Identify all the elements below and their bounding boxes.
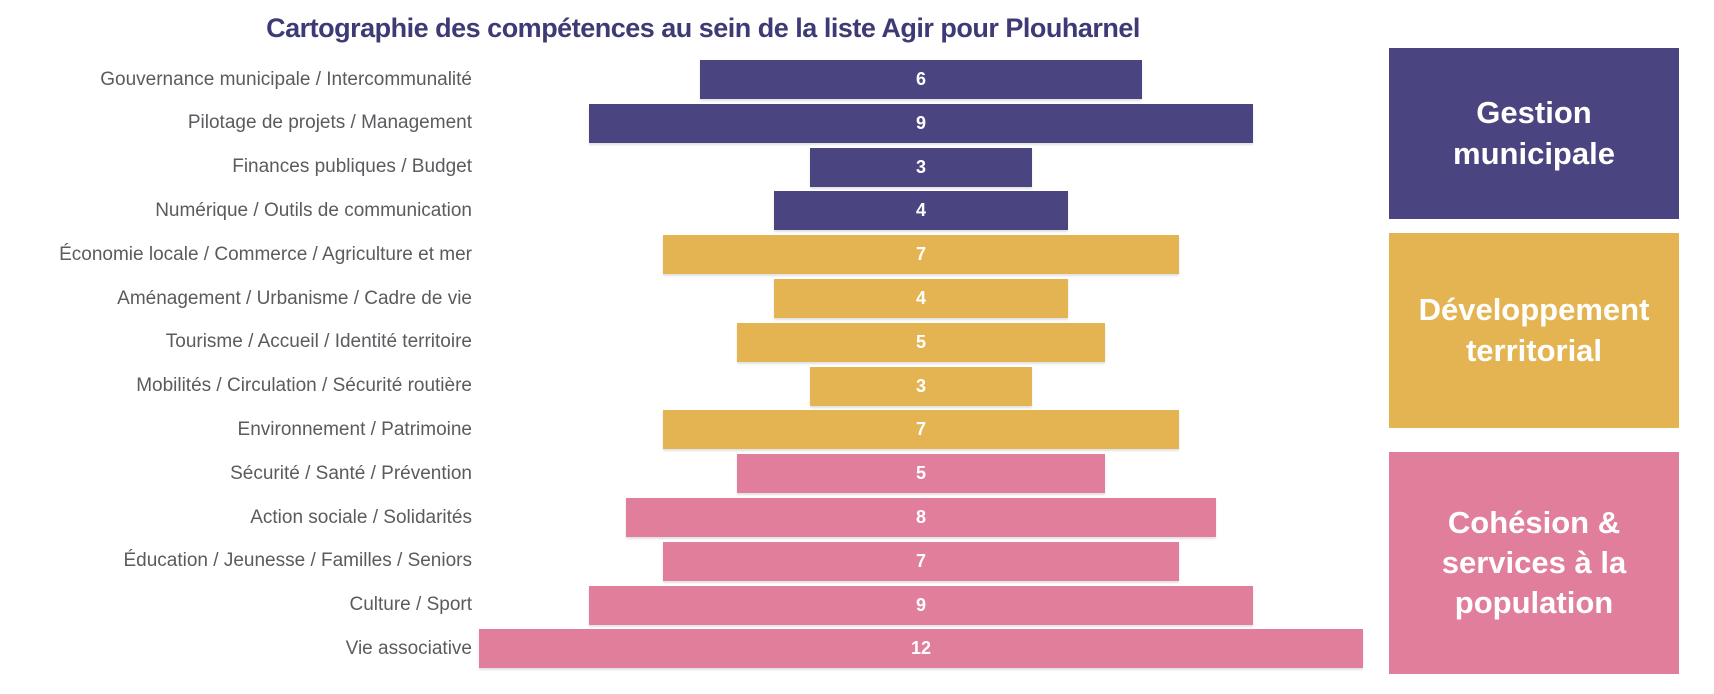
bar-value-label: 9 (915, 112, 926, 133)
bar: 12 (478, 629, 1364, 669)
category-label: Numérique / Outils de communication (155, 199, 472, 221)
bar: 7 (663, 541, 1179, 581)
chart-title: Cartographie des compétences au sein de … (266, 13, 1140, 43)
category-label: Tourisme / Accueil / Identité territoire (165, 331, 472, 353)
chart-row: Gouvernance municipale / Intercommunalit… (0, 60, 1714, 99)
bar: 9 (589, 103, 1253, 143)
bar: 4 (773, 279, 1069, 318)
bar: 7 (663, 410, 1179, 450)
bar: 9 (589, 585, 1253, 625)
category-label: Économie locale / Commerce / Agriculture… (59, 243, 472, 265)
chart-row: Éducation / Jeunesse / Familles / Senior… (0, 541, 1714, 581)
chart-row: Économie locale / Commerce / Agriculture… (0, 235, 1714, 275)
bar-value-label: 7 (915, 419, 926, 440)
category-label: Vie associative (345, 637, 472, 659)
bar: 4 (773, 191, 1069, 231)
legend-block: Cohésion & services à la population (1389, 452, 1679, 674)
category-label: Éducation / Jeunesse / Familles / Senior… (123, 550, 472, 572)
legend-block-label: Développement territorial (1418, 292, 1650, 368)
chart-row: Finances publiques / Budget 3 (0, 147, 1714, 187)
bar: 5 (736, 322, 1106, 362)
chart-row: Sécurité / Santé / Prévention 5 (0, 454, 1714, 494)
legend-block: Développement territorial (1389, 233, 1679, 428)
chart-row: Mobilités / Circulation / Sécurité routi… (0, 366, 1714, 406)
bar-value-label: 3 (915, 375, 926, 396)
bar-value-label: 5 (915, 331, 926, 352)
category-label: Finances publiques / Budget (232, 156, 472, 178)
category-label: Action sociale / Solidarités (250, 506, 472, 528)
legend-block: Gestion municipale (1389, 48, 1679, 219)
chart-row: Aménagement / Urbanisme / Cadre de vie 4 (0, 279, 1714, 318)
bar-value-label: 9 (915, 594, 926, 615)
category-label: Environnement / Patrimoine (237, 418, 472, 440)
category-label: Culture / Sport (349, 594, 473, 616)
bar: 8 (626, 498, 1216, 537)
chart-row: Tourisme / Accueil / Identité territoire… (0, 322, 1714, 362)
chart-row: Numérique / Outils de communication 4 (0, 191, 1714, 231)
bar-value-label: 7 (915, 244, 926, 265)
bar: 5 (736, 454, 1106, 494)
chart-row: Environnement / Patrimoine 7 (0, 410, 1714, 450)
category-label: Aménagement / Urbanisme / Cadre de vie (117, 287, 472, 309)
bar-value-label: 6 (915, 69, 926, 89)
chart-row: Vie associative 12 (0, 629, 1714, 669)
category-label: Gouvernance municipale / Intercommunalit… (100, 68, 472, 90)
legend-block-label: Cohésion & services à la population (1441, 504, 1627, 621)
bar-value-label: 3 (915, 156, 926, 177)
chart-row: Culture / Sport 9 (0, 585, 1714, 625)
category-label: Mobilités / Circulation / Sécurité routi… (136, 375, 472, 397)
category-label: Sécurité / Santé / Prévention (230, 462, 472, 484)
bar: 7 (663, 235, 1179, 275)
bar-value-label: 5 (915, 463, 926, 484)
bar-value-label: 12 (910, 638, 931, 659)
bar: 3 (810, 366, 1032, 406)
bar: 6 (699, 60, 1143, 99)
chart-row: Pilotage de projets / Management 9 (0, 103, 1714, 143)
bar-value-label: 4 (915, 200, 926, 221)
bar-value-label: 4 (915, 288, 926, 308)
bar: 3 (810, 147, 1032, 187)
bar-value-label: 7 (915, 550, 926, 571)
category-label: Pilotage de projets / Management (187, 112, 472, 134)
bar-value-label: 8 (915, 507, 926, 527)
legend-block-label: Gestion municipale (1453, 95, 1615, 171)
chart-row: Action sociale / Solidarités 8 (0, 498, 1714, 537)
